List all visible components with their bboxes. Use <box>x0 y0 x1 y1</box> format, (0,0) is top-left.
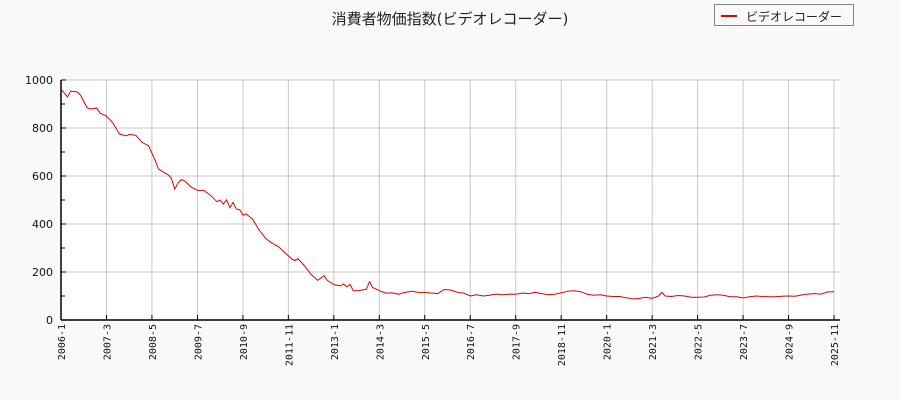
y-tick-label: 200 <box>32 266 53 279</box>
plot-area <box>61 80 840 320</box>
x-tick-label: 2013-1 <box>330 324 341 360</box>
legend: ビデオレコーダー <box>714 4 854 26</box>
x-tick-label: 2011-11 <box>284 324 295 366</box>
x-tick-label: 2017-9 <box>512 324 523 360</box>
x-tick-label: 2022-5 <box>694 324 705 360</box>
y-tick-label: 800 <box>32 122 53 135</box>
axes: 0 200 400 600 800 1000 2006-1 2007-3 2008-5 2009-… <box>25 74 841 366</box>
legend-swatch <box>721 15 737 17</box>
x-tick-label: 2009-7 <box>193 324 204 360</box>
chart-title: 消費者物価指数(ビデオレコーダー) <box>331 10 569 28</box>
series-line-video-recorder <box>60 88 835 300</box>
x-tick-label: 2007-3 <box>102 324 113 360</box>
x-tick-label: 2016-7 <box>466 324 477 360</box>
x-tick-label: 2014-3 <box>375 324 386 360</box>
legend-label: ビデオレコーダー <box>746 10 843 24</box>
x-tick-label: 2024-9 <box>785 324 796 360</box>
x-tick-label: 2018-11 <box>557 324 568 366</box>
x-tick-label: 2023-7 <box>739 324 750 360</box>
x-tick-label: 2021-3 <box>648 324 659 360</box>
x-tick-label: 2010-9 <box>239 324 250 360</box>
x-tick-label: 2020-1 <box>603 324 614 360</box>
x-tick-label: 2008-5 <box>148 324 159 360</box>
y-tick-label: 1000 <box>25 74 53 87</box>
x-tick-label: 2025-11 <box>830 324 841 366</box>
grid-lines <box>61 79 840 320</box>
x-tick-label: 2006-1 <box>57 324 68 360</box>
y-tick-label: 400 <box>32 218 53 231</box>
y-tick-label: 0 <box>46 314 53 327</box>
y-tick-label: 600 <box>32 170 53 183</box>
x-tick-label: 2015-5 <box>421 324 432 360</box>
